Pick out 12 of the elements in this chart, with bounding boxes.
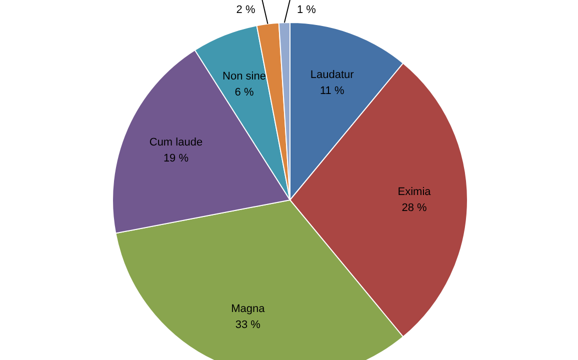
data-label: 19 % — [163, 152, 189, 165]
slice-label: Magna — [231, 302, 266, 315]
slice-label: Non sine — [222, 70, 266, 83]
slice-label: Eximia — [398, 186, 432, 198]
data-label: 6 % — [234, 86, 254, 99]
data-label: 2 % — [236, 4, 256, 16]
data-label: 11 % — [320, 85, 344, 98]
slice-label: Laudatur — [310, 69, 354, 82]
data-label: 1 % — [296, 4, 316, 16]
slice-label: Cum laude — [149, 136, 203, 149]
data-label: 28 % — [402, 202, 427, 214]
data-label: 33 % — [235, 318, 261, 331]
